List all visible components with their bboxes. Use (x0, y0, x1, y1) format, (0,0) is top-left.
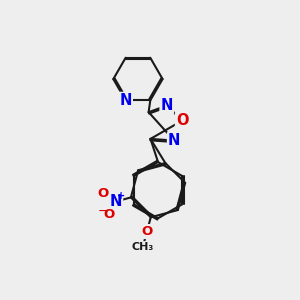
Text: O: O (103, 208, 115, 221)
Text: N: N (119, 93, 132, 108)
Text: N: N (160, 98, 173, 113)
Text: +: + (117, 190, 125, 201)
Text: N: N (110, 194, 122, 209)
Text: N: N (168, 133, 180, 148)
Text: O: O (98, 187, 109, 200)
Text: −: − (98, 205, 108, 218)
Text: O: O (141, 225, 153, 238)
Text: CH₃: CH₃ (132, 242, 154, 252)
Text: O: O (176, 113, 188, 128)
